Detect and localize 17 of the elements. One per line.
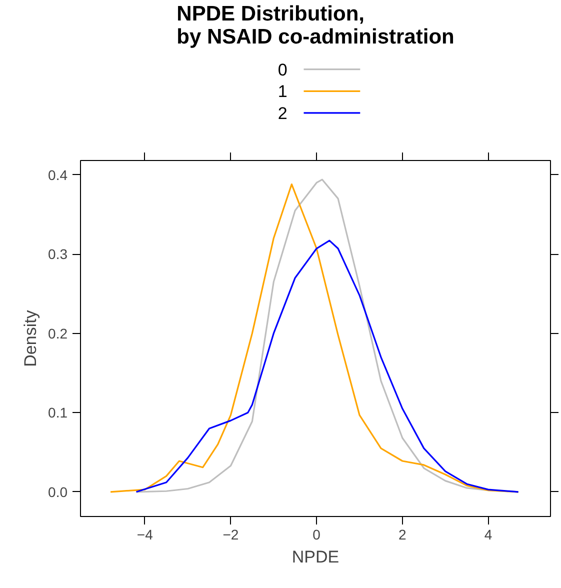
x-tick-label: 2 (398, 526, 407, 542)
x-tick-label: 0 (312, 526, 321, 542)
y-tick-label: 0.4 (48, 166, 68, 183)
y-axis-title: Density (21, 310, 40, 367)
y-tick-label: 0.3 (48, 246, 68, 262)
x-tick-label: −4 (136, 526, 154, 542)
x-tick-label: −2 (222, 526, 239, 542)
y-tick-label: 0.1 (48, 404, 68, 421)
y-tick-label: 0.0 (48, 484, 68, 500)
chart-title: NPDE Distribution, by NSAID co-administration (176, 2, 454, 48)
x-tick-label: 4 (484, 526, 492, 542)
legend-label: 1 (278, 82, 288, 102)
line-series (136, 240, 520, 493)
legend-label: 0 (278, 60, 288, 80)
x-axis-title: NPDE (292, 548, 340, 566)
legend-label: 2 (278, 104, 288, 123)
y-tick-label: 0.2 (48, 325, 68, 342)
